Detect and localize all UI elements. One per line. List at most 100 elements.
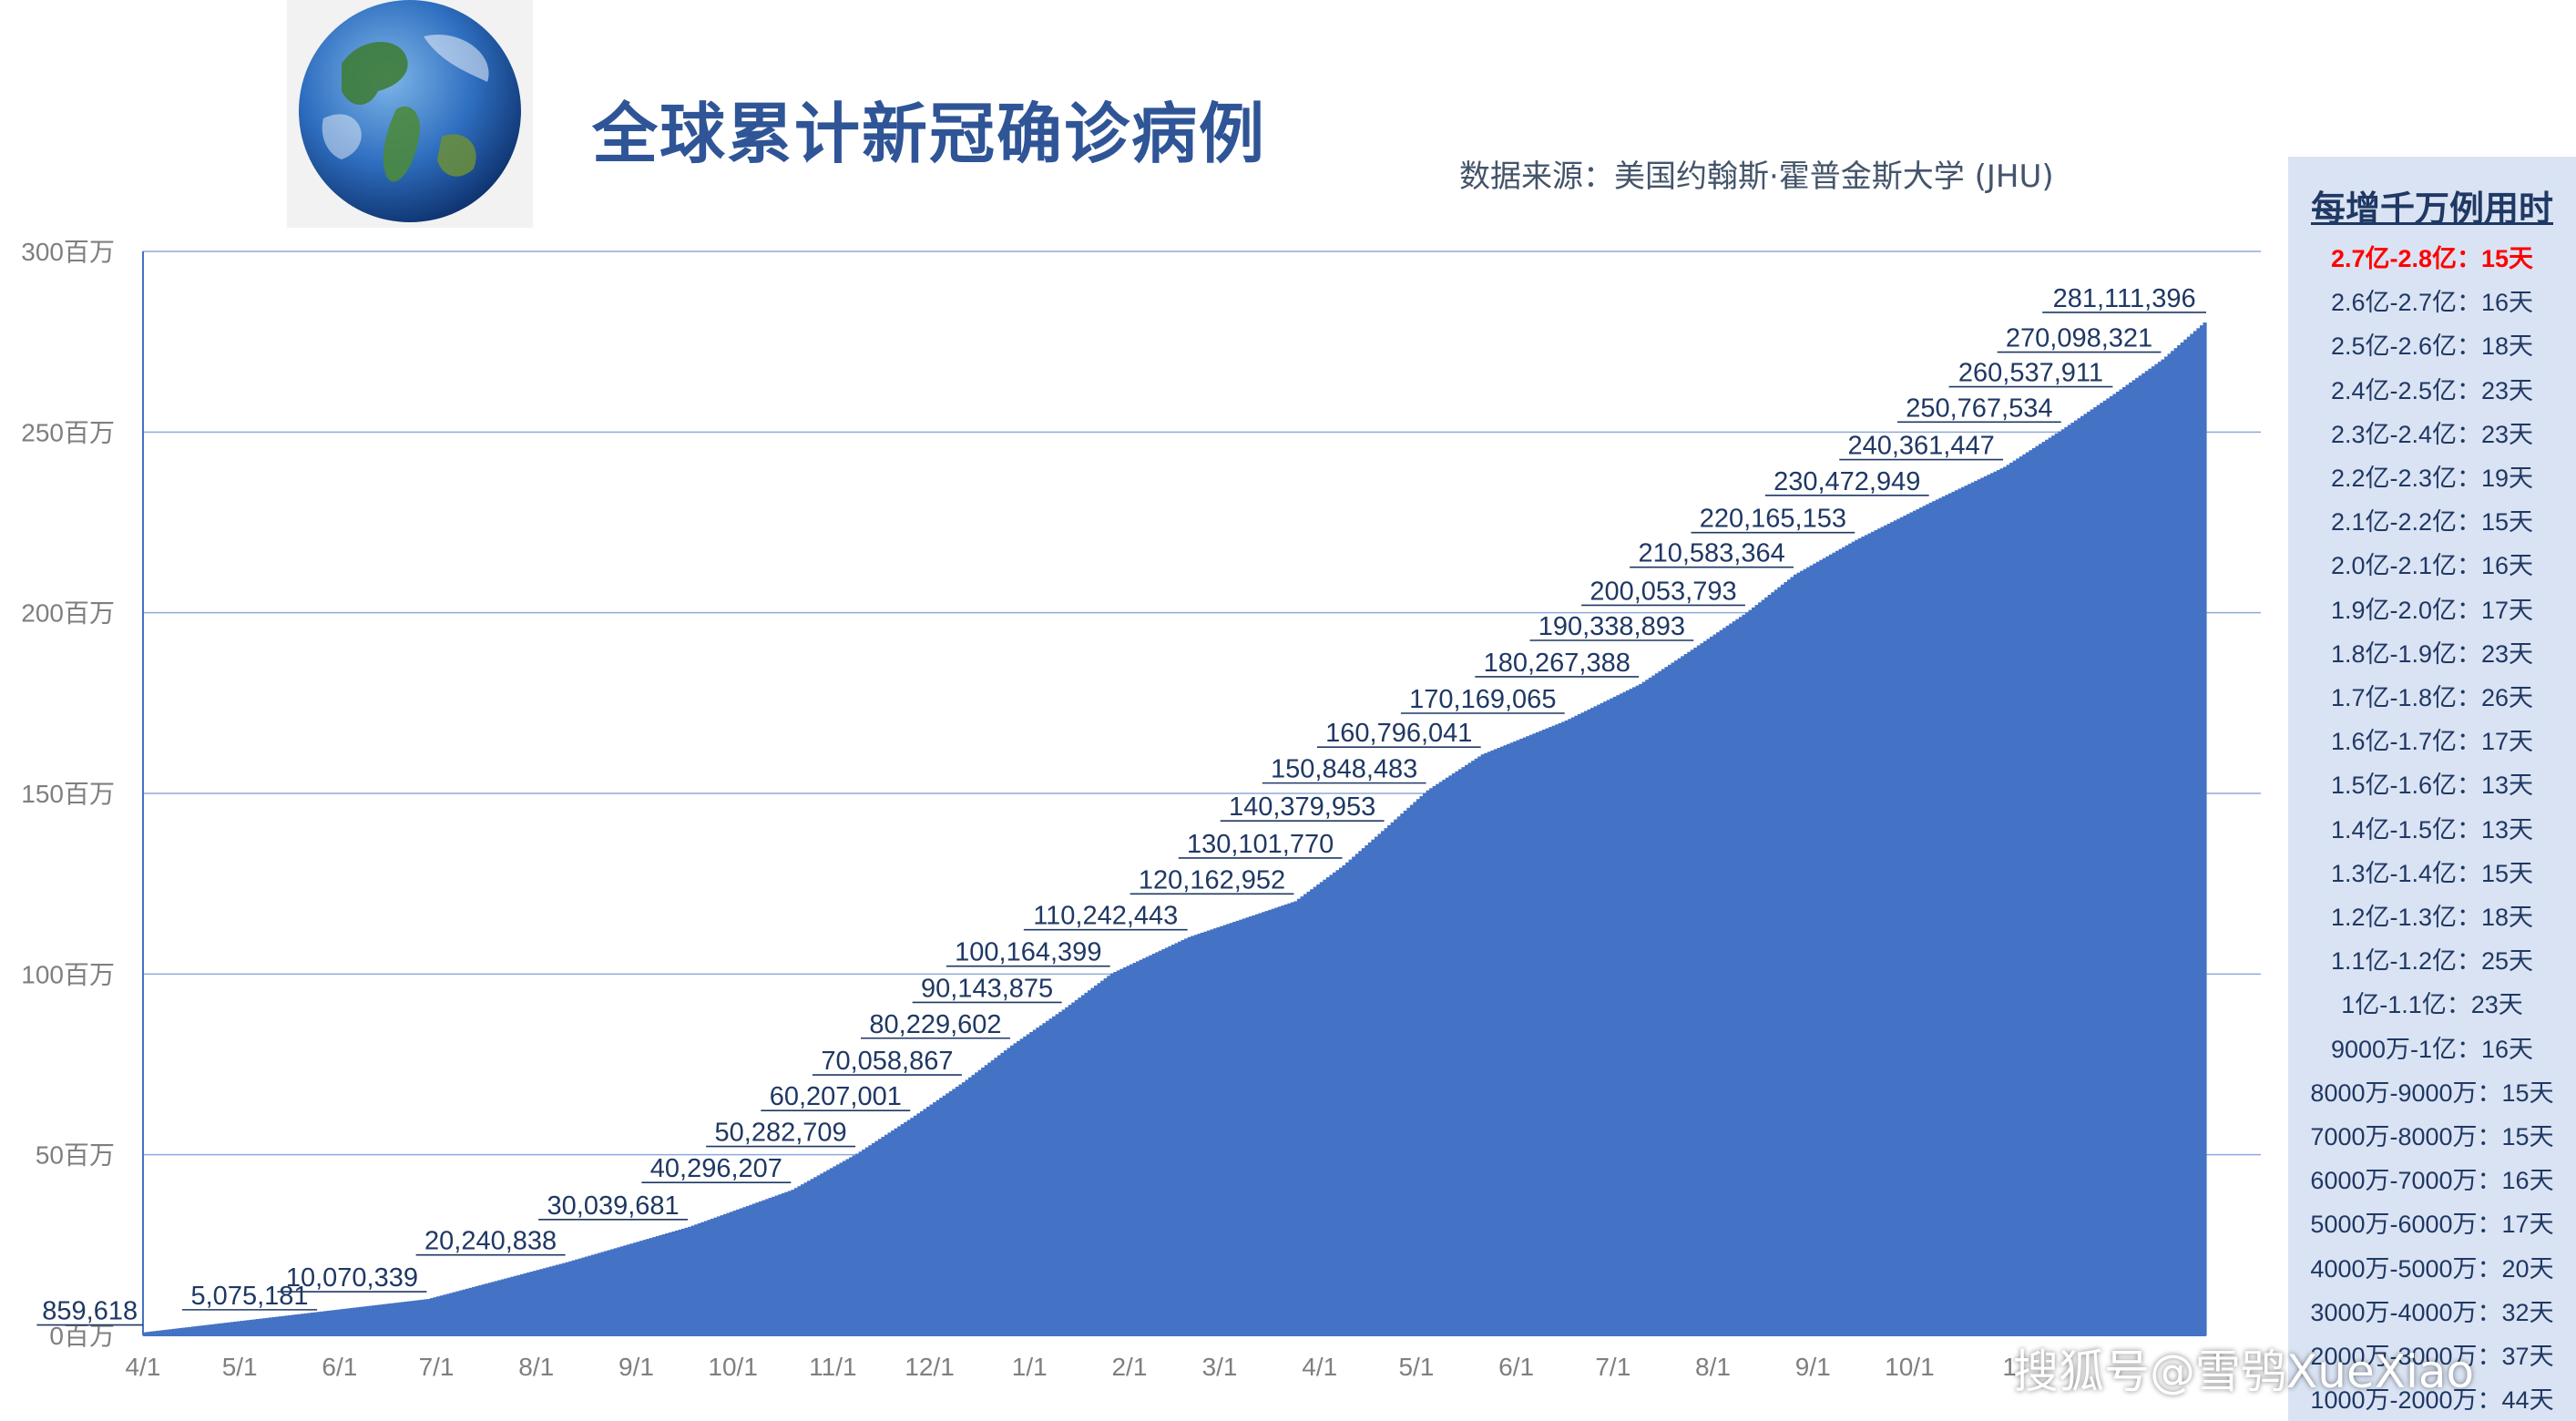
bar (487, 1283, 492, 1335)
bar (1519, 739, 1524, 1335)
bar (494, 1281, 498, 1335)
bar (1681, 656, 1685, 1335)
bar (404, 1301, 408, 1335)
bar (1103, 977, 1108, 1335)
bar (1413, 802, 1417, 1335)
bar (1451, 773, 1456, 1335)
bar (1191, 935, 1195, 1335)
bar (2119, 389, 2123, 1335)
y-tick-label: 200百万 (21, 599, 115, 628)
bar (1587, 709, 1591, 1335)
bar (1019, 1038, 1024, 1335)
bar (849, 1157, 854, 1335)
bar (171, 1328, 176, 1335)
bar (1574, 715, 1579, 1335)
panel-title: 每增千万例用时 (2310, 189, 2553, 229)
bar (613, 1248, 618, 1335)
bar (252, 1319, 257, 1335)
bar (584, 1256, 588, 1335)
bar (1071, 1002, 1076, 1335)
data-label: 70,058,867 (821, 1047, 953, 1076)
bar (829, 1168, 833, 1335)
bar (1916, 508, 1920, 1335)
bar (1493, 749, 1498, 1335)
bar (823, 1171, 827, 1335)
bar (713, 1217, 718, 1335)
bar (732, 1211, 737, 1335)
data-label: 80,229,602 (869, 1010, 1001, 1039)
bar (278, 1316, 282, 1335)
x-tick-label: 10/1 (1885, 1353, 1935, 1381)
bar (1471, 761, 1476, 1335)
bar (1716, 632, 1721, 1335)
bar (536, 1270, 540, 1335)
bar (1758, 602, 1763, 1335)
bar (423, 1299, 428, 1335)
bar (1239, 919, 1243, 1335)
bar (1129, 964, 1134, 1335)
bar (1549, 727, 1553, 1335)
bar (1122, 967, 1128, 1335)
bar (372, 1305, 376, 1335)
bar (803, 1182, 808, 1335)
bar (981, 1067, 986, 1335)
bar (1968, 484, 1972, 1335)
bar (217, 1324, 221, 1335)
x-tick-label: 1 (2002, 1353, 2017, 1381)
bar (594, 1253, 598, 1335)
bar (855, 1153, 860, 1335)
bar (919, 1110, 925, 1335)
bar (723, 1213, 728, 1335)
bar (1964, 486, 1968, 1335)
bar (1252, 915, 1256, 1335)
bar (2077, 418, 2081, 1335)
bar (1870, 531, 1876, 1335)
bar (1113, 972, 1118, 1335)
bar (301, 1314, 305, 1335)
bar (923, 1109, 927, 1335)
bar (1877, 528, 1882, 1335)
bar (1702, 640, 1708, 1335)
bar (520, 1273, 525, 1335)
bar (1600, 702, 1604, 1335)
bar (1786, 579, 1792, 1335)
bar (1651, 675, 1656, 1335)
bar (1396, 816, 1401, 1335)
bar (588, 1255, 592, 1335)
bar (1674, 660, 1679, 1335)
bar (2180, 342, 2184, 1336)
panel-row: 4000万-5000万：20天 (2310, 1254, 2554, 1283)
panel-row: 3000万-4000万：32天 (2310, 1298, 2554, 1326)
bar (839, 1162, 843, 1335)
bar (703, 1221, 708, 1335)
bar (590, 1254, 596, 1335)
bar (1958, 488, 1962, 1335)
bar (2083, 414, 2088, 1335)
bar (810, 1179, 814, 1335)
bar (807, 1181, 812, 1335)
bar (1906, 514, 1911, 1335)
bar (2135, 377, 2140, 1335)
bar (813, 1177, 818, 1335)
bar (1938, 497, 1943, 1335)
bar (2163, 356, 2169, 1335)
bar (1754, 605, 1759, 1335)
data-label: 270,098,321 (2006, 324, 2152, 353)
bar (468, 1287, 473, 1335)
bar (2060, 429, 2065, 1335)
bar (1947, 493, 1953, 1335)
bar (623, 1245, 628, 1335)
bar (156, 1330, 160, 1335)
bar (933, 1102, 937, 1335)
bar (1181, 940, 1185, 1335)
bar (1989, 473, 1995, 1335)
bar (1423, 792, 1427, 1335)
bar (1583, 710, 1589, 1335)
bar (1922, 506, 1927, 1335)
bar (500, 1279, 505, 1335)
bar (455, 1291, 460, 1335)
bar (465, 1288, 470, 1335)
bar (320, 1311, 324, 1335)
bar (1432, 785, 1436, 1335)
bar (207, 1324, 211, 1335)
